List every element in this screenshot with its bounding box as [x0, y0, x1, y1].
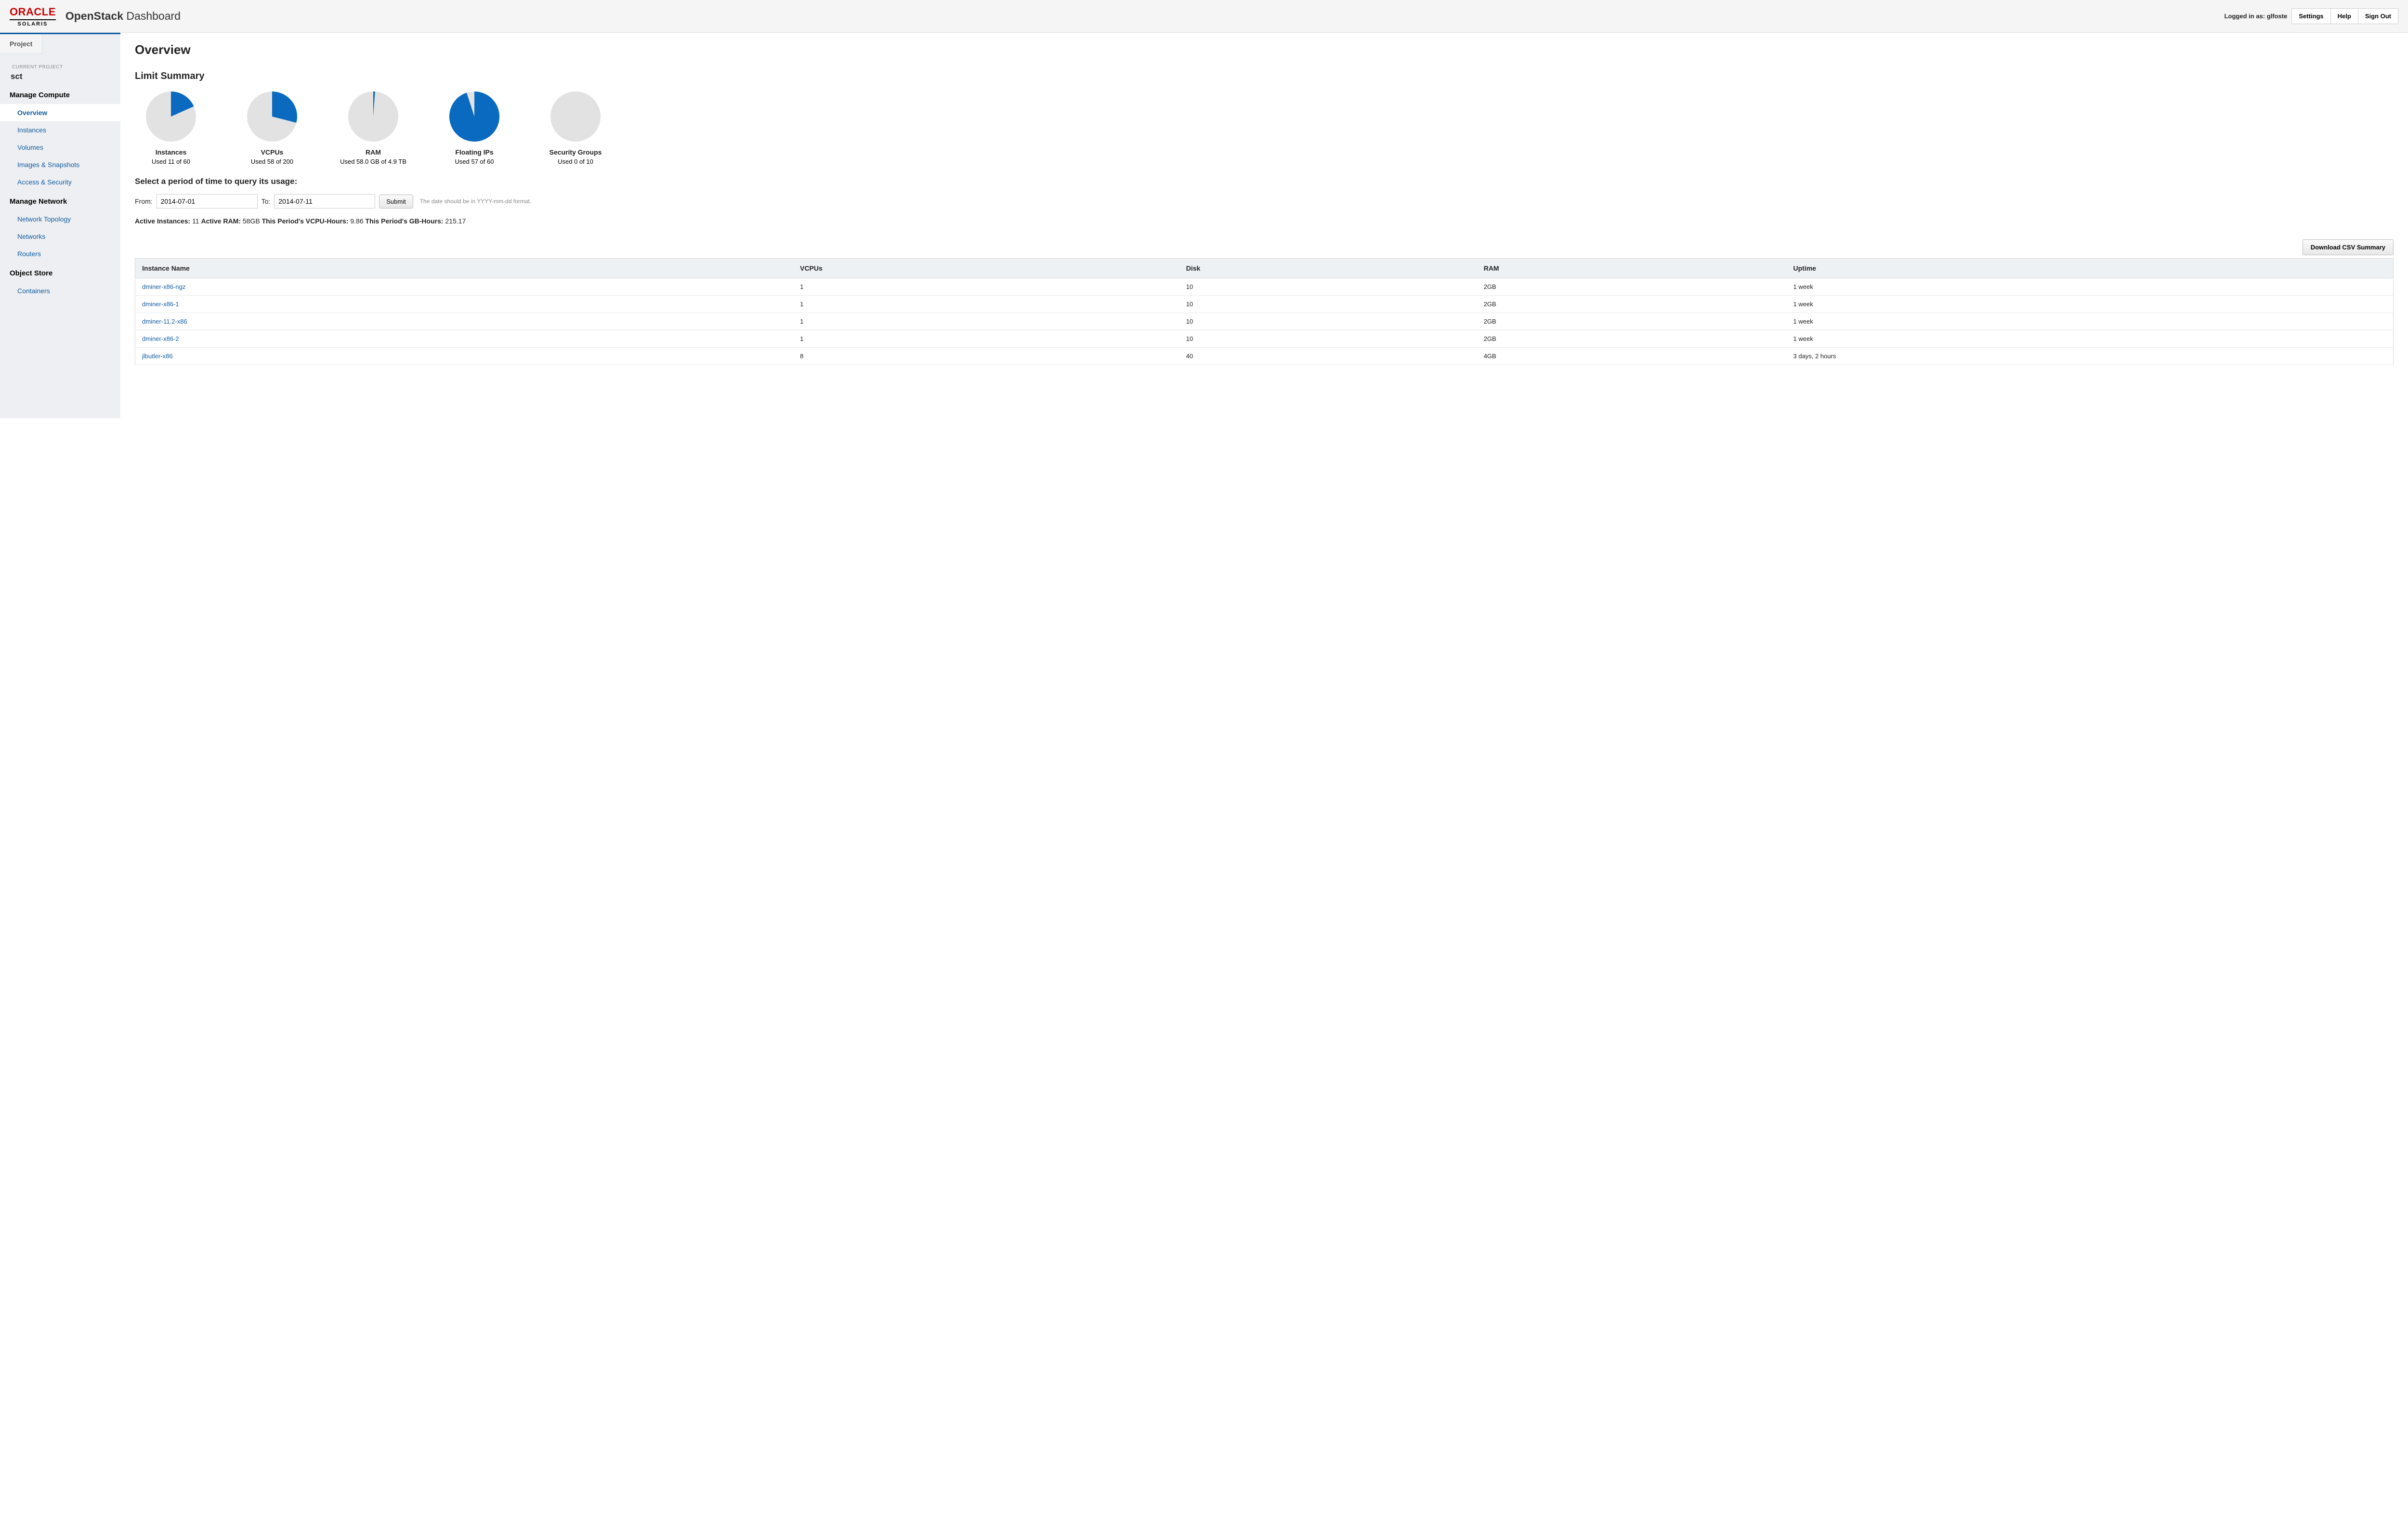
- limit-summary-heading: Limit Summary: [135, 71, 2394, 82]
- topbar: ORACLE SOLARIS OpenStack Dashboard Logge…: [0, 0, 2408, 33]
- topbar-right: Logged in as: glfoste Settings Help Sign…: [2225, 8, 2398, 24]
- cell: 8: [793, 348, 1179, 365]
- col-header[interactable]: Instance Name: [135, 259, 794, 278]
- sidebar: Project CURRENT PROJECT sct Manage Compu…: [0, 33, 120, 418]
- cell: 2GB: [1477, 278, 1787, 296]
- from-input[interactable]: [157, 194, 258, 209]
- limit-sub: Used 57 of 60: [438, 158, 510, 165]
- cell: 1: [793, 330, 1179, 348]
- limit-sub: Used 58.0 GB of 4.9 TB: [337, 158, 409, 165]
- sidebar-heading: Manage Compute: [0, 84, 120, 104]
- logo-sub: SOLARIS: [10, 19, 56, 27]
- query-row: From: To: Submit The date should be in Y…: [135, 194, 2394, 209]
- sidebar-item-networks[interactable]: Networks: [0, 228, 120, 245]
- limit-ram: RAM Used 58.0 GB of 4.9 TB: [337, 91, 409, 165]
- pie-chart: [438, 91, 510, 143]
- sidebar-item-overview[interactable]: Overview: [0, 104, 120, 121]
- brand-title: OpenStack Dashboard: [65, 10, 181, 23]
- limit-sub: Used 11 of 60: [135, 158, 207, 165]
- sidebar-item-instances[interactable]: Instances: [0, 121, 120, 139]
- limit-title: VCPUs: [236, 148, 308, 156]
- sidebar-tab-project[interactable]: Project: [0, 34, 42, 54]
- pie-chart: [236, 91, 308, 143]
- to-input[interactable]: [274, 194, 375, 209]
- cell: 10: [1179, 278, 1477, 296]
- instance-link[interactable]: dminer-x86-ngz: [135, 278, 794, 296]
- table-row: dminer-11.2-x861102GB1 week: [135, 313, 2394, 330]
- instance-link[interactable]: dminer-11.2-x86: [135, 313, 794, 330]
- instance-link[interactable]: dminer-x86-1: [135, 296, 794, 313]
- limit-title: RAM: [337, 148, 409, 156]
- cell: 1 week: [1787, 278, 2394, 296]
- limit-title: Security Groups: [539, 148, 612, 156]
- col-header[interactable]: Uptime: [1787, 259, 2394, 278]
- current-project-name: sct: [0, 72, 120, 84]
- cell: 1 week: [1787, 296, 2394, 313]
- logo: ORACLE SOLARIS: [10, 6, 56, 27]
- query-heading: Select a period of time to query its usa…: [135, 177, 2394, 186]
- limit-summary-row: Instances Used 11 of 60 VCPUs Used 58 of…: [135, 91, 2394, 165]
- limit-security-groups: Security Groups Used 0 of 10: [539, 91, 612, 165]
- main-content: Overview Limit Summary Instances Used 11…: [120, 33, 2408, 418]
- cell: 1 week: [1787, 313, 2394, 330]
- col-header[interactable]: RAM: [1477, 259, 1787, 278]
- cell: 4GB: [1477, 348, 1787, 365]
- limit-floating-ips: Floating IPs Used 57 of 60: [438, 91, 510, 165]
- table-row: dminer-x86-ngz1102GB1 week: [135, 278, 2394, 296]
- cell: 3 days, 2 hours: [1787, 348, 2394, 365]
- download-csv-button[interactable]: Download CSV Summary: [2303, 239, 2394, 255]
- cell: 1 week: [1787, 330, 2394, 348]
- pie-chart: [337, 91, 409, 143]
- signout-button[interactable]: Sign Out: [2358, 8, 2398, 24]
- sidebar-item-network-topology[interactable]: Network Topology: [0, 210, 120, 228]
- sidebar-item-volumes[interactable]: Volumes: [0, 139, 120, 156]
- limit-sub: Used 58 of 200: [236, 158, 308, 165]
- cell: 2GB: [1477, 296, 1787, 313]
- cell: 1: [793, 278, 1179, 296]
- cell: 10: [1179, 330, 1477, 348]
- col-header[interactable]: Disk: [1179, 259, 1477, 278]
- instance-link[interactable]: jlbutler-x86: [135, 348, 794, 365]
- limit-title: Floating IPs: [438, 148, 510, 156]
- cell: 10: [1179, 313, 1477, 330]
- logged-in-text: Logged in as: glfoste: [2225, 13, 2288, 20]
- help-button[interactable]: Help: [2330, 8, 2358, 24]
- instance-link[interactable]: dminer-x86-2: [135, 330, 794, 348]
- submit-button[interactable]: Submit: [379, 195, 413, 209]
- from-label: From:: [135, 197, 153, 205]
- sidebar-item-routers[interactable]: Routers: [0, 245, 120, 262]
- current-project-label: CURRENT PROJECT: [0, 54, 120, 72]
- settings-button[interactable]: Settings: [2291, 8, 2330, 24]
- sidebar-item-containers[interactable]: Containers: [0, 282, 120, 300]
- usage-stats: Active Instances: 11 Active RAM: 58GB Th…: [135, 217, 2394, 225]
- sidebar-item-images-snapshots[interactable]: Images & Snapshots: [0, 156, 120, 173]
- limit-sub: Used 0 of 10: [539, 158, 612, 165]
- limit-title: Instances: [135, 148, 207, 156]
- usage-table: Instance NameVCPUsDiskRAMUptime dminer-x…: [135, 258, 2394, 365]
- limit-instances: Instances Used 11 of 60: [135, 91, 207, 165]
- cell: 2GB: [1477, 330, 1787, 348]
- cell: 1: [793, 313, 1179, 330]
- sidebar-heading: Object Store: [0, 262, 120, 282]
- download-row: Download CSV Summary: [135, 239, 2394, 255]
- cell: 10: [1179, 296, 1477, 313]
- table-row: dminer-x86-11102GB1 week: [135, 296, 2394, 313]
- pie-chart: [135, 91, 207, 143]
- limit-vcpus: VCPUs Used 58 of 200: [236, 91, 308, 165]
- to-label: To:: [262, 197, 271, 205]
- sidebar-item-access-security[interactable]: Access & Security: [0, 173, 120, 191]
- table-row: dminer-x86-21102GB1 week: [135, 330, 2394, 348]
- cell: 40: [1179, 348, 1477, 365]
- date-hint: The date should be in YYYY-mm-dd format.: [420, 198, 531, 205]
- table-row: jlbutler-x868404GB3 days, 2 hours: [135, 348, 2394, 365]
- logo-main: ORACLE: [10, 6, 56, 18]
- cell: 1: [793, 296, 1179, 313]
- col-header[interactable]: VCPUs: [793, 259, 1179, 278]
- pie-chart: [539, 91, 612, 143]
- cell: 2GB: [1477, 313, 1787, 330]
- page-title: Overview: [135, 42, 2394, 57]
- sidebar-heading: Manage Network: [0, 191, 120, 210]
